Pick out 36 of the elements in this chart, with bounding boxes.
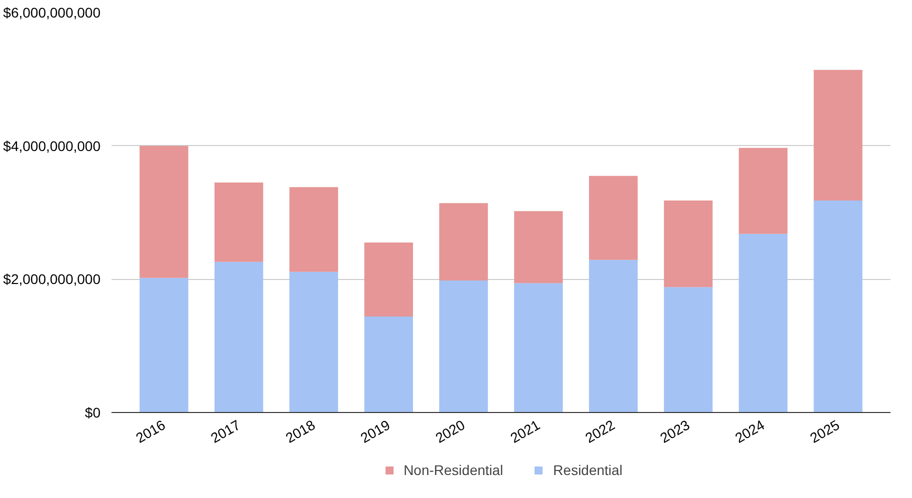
bar bbox=[514, 211, 563, 284]
bar bbox=[738, 234, 788, 412]
legend-label: Residential bbox=[553, 462, 622, 478]
x-tick-label: 2024 bbox=[732, 416, 768, 446]
bar bbox=[664, 287, 713, 412]
bar bbox=[289, 187, 338, 272]
y-tick-label: $0 bbox=[84, 404, 101, 420]
x-tick-label: 2019 bbox=[358, 416, 393, 446]
bar bbox=[214, 182, 264, 262]
bar bbox=[664, 200, 713, 288]
legend-label: Non-Residential bbox=[404, 462, 504, 478]
bar bbox=[364, 316, 413, 412]
bar bbox=[589, 260, 638, 412]
bar bbox=[814, 70, 862, 200]
x-tick-label: 2023 bbox=[657, 416, 692, 446]
bar bbox=[589, 176, 638, 260]
bar bbox=[140, 278, 188, 412]
y-tick-label: $6,000,000,000 bbox=[3, 4, 101, 20]
x-tick-label: 2025 bbox=[807, 416, 842, 446]
x-tick-label: 2018 bbox=[282, 416, 318, 446]
bar bbox=[514, 283, 563, 412]
x-tick-label: 2016 bbox=[132, 416, 168, 446]
bar bbox=[364, 242, 413, 316]
bar bbox=[289, 272, 338, 412]
y-tick-label: $4,000,000,000 bbox=[3, 138, 101, 154]
bar bbox=[439, 280, 488, 412]
bar bbox=[214, 262, 264, 412]
bar bbox=[814, 200, 862, 412]
x-tick-label: 2017 bbox=[208, 416, 244, 446]
x-tick-label: 2021 bbox=[507, 416, 543, 446]
x-tick-label: 2020 bbox=[432, 416, 468, 446]
bar bbox=[439, 203, 488, 280]
x-tick-label: 2022 bbox=[582, 416, 618, 446]
bar bbox=[738, 148, 788, 234]
bar bbox=[140, 146, 188, 278]
y-tick-label: $2,000,000,000 bbox=[3, 271, 101, 288]
